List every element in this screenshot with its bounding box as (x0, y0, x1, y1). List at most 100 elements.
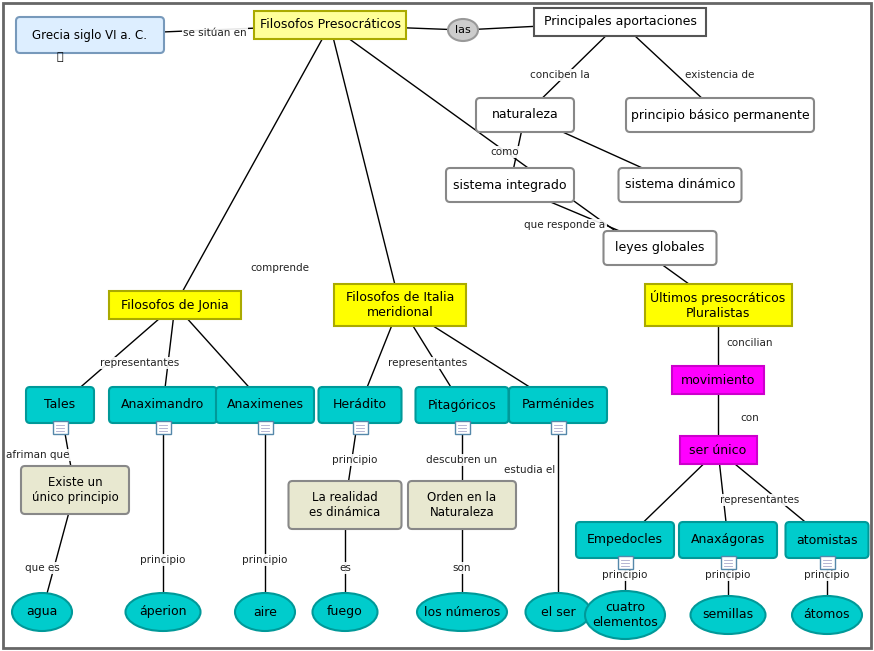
Text: conciben la: conciben la (531, 70, 590, 80)
Ellipse shape (12, 593, 72, 631)
Text: como: como (490, 147, 519, 157)
Text: son: son (453, 563, 471, 573)
Text: cuatro
elementos: cuatro elementos (592, 601, 658, 629)
Text: Existe un
único principio: Existe un único principio (31, 476, 118, 504)
Text: naturaleza: naturaleza (491, 109, 558, 122)
Text: átomos: átomos (804, 609, 850, 622)
FancyBboxPatch shape (618, 555, 633, 568)
Text: semillas: semillas (703, 609, 753, 622)
FancyBboxPatch shape (16, 17, 164, 53)
FancyBboxPatch shape (619, 168, 741, 202)
FancyBboxPatch shape (352, 421, 367, 434)
Text: el ser: el ser (541, 605, 575, 618)
FancyBboxPatch shape (679, 522, 777, 558)
FancyBboxPatch shape (109, 387, 217, 423)
FancyBboxPatch shape (644, 284, 792, 326)
Ellipse shape (235, 593, 295, 631)
Ellipse shape (448, 19, 478, 41)
Text: descubren un: descubren un (427, 455, 497, 465)
Text: atomistas: atomistas (796, 534, 857, 546)
FancyBboxPatch shape (551, 421, 565, 434)
Text: Tales: Tales (45, 398, 75, 411)
Text: concilian: concilian (727, 338, 773, 348)
Ellipse shape (690, 596, 766, 634)
FancyBboxPatch shape (156, 421, 170, 434)
Text: principio: principio (332, 455, 378, 465)
Text: con: con (740, 413, 760, 423)
FancyBboxPatch shape (720, 555, 736, 568)
FancyBboxPatch shape (604, 231, 717, 265)
Text: sistema integrado: sistema integrado (454, 178, 566, 191)
Text: se sitúan en: se sitúan en (184, 28, 246, 38)
Text: Anaxágoras: Anaxágoras (690, 534, 765, 546)
Text: sistema dinámico: sistema dinámico (625, 178, 735, 191)
Text: los números: los números (424, 605, 500, 618)
Text: principio: principio (242, 555, 288, 565)
FancyBboxPatch shape (476, 98, 574, 132)
Ellipse shape (585, 591, 665, 639)
FancyBboxPatch shape (626, 98, 814, 132)
Text: principio básico permanente: principio básico permanente (631, 109, 809, 122)
FancyBboxPatch shape (52, 421, 67, 434)
Ellipse shape (792, 596, 862, 634)
Text: que responde a: que responde a (524, 220, 606, 230)
Text: Filosofos Presocráticos: Filosofos Presocráticos (260, 18, 400, 31)
Text: fuego: fuego (327, 605, 363, 618)
Ellipse shape (126, 593, 200, 631)
Text: principio: principio (705, 570, 751, 580)
Text: estudia el: estudia el (504, 465, 556, 475)
FancyBboxPatch shape (534, 8, 706, 36)
Text: Últimos presocráticos
Pluralistas: Últimos presocráticos Pluralistas (650, 290, 786, 320)
Text: Grecia siglo VI a. C.: Grecia siglo VI a. C. (32, 29, 148, 42)
Text: representantes: representantes (101, 358, 180, 368)
Text: áperion: áperion (139, 605, 187, 618)
FancyBboxPatch shape (672, 366, 764, 394)
Text: principio: principio (602, 570, 648, 580)
Text: Principales aportaciones: Principales aportaciones (544, 16, 697, 29)
FancyBboxPatch shape (408, 481, 516, 529)
FancyBboxPatch shape (454, 421, 469, 434)
Text: que es: que es (24, 563, 59, 573)
Text: comprende: comprende (251, 263, 309, 273)
Text: afriman que: afriman que (6, 450, 70, 460)
FancyBboxPatch shape (679, 436, 757, 464)
Text: Parménides: Parménides (522, 398, 594, 411)
Text: Orden en la
Naturaleza: Orden en la Naturaleza (427, 491, 496, 519)
Ellipse shape (417, 593, 507, 631)
Text: principio: principio (804, 570, 850, 580)
FancyBboxPatch shape (21, 466, 129, 514)
FancyBboxPatch shape (258, 421, 273, 434)
FancyBboxPatch shape (26, 387, 94, 423)
Text: es: es (339, 563, 351, 573)
Text: leyes globales: leyes globales (615, 242, 704, 255)
Text: ser único: ser único (690, 443, 746, 456)
FancyBboxPatch shape (216, 387, 314, 423)
Text: Anaximandro: Anaximandro (121, 398, 205, 411)
FancyBboxPatch shape (576, 522, 674, 558)
FancyBboxPatch shape (509, 387, 607, 423)
FancyBboxPatch shape (318, 387, 401, 423)
Text: existencia de: existencia de (685, 70, 754, 80)
Text: representantes: representantes (720, 495, 800, 505)
Text: movimiento: movimiento (681, 374, 755, 387)
Text: Anaximenes: Anaximenes (226, 398, 303, 411)
FancyBboxPatch shape (446, 168, 574, 202)
Text: 🖼: 🖼 (57, 52, 63, 62)
Text: Pitagóricos: Pitagóricos (427, 398, 496, 411)
FancyBboxPatch shape (786, 522, 869, 558)
Text: La realidad
es dinámica: La realidad es dinámica (309, 491, 380, 519)
Text: principio: principio (141, 555, 185, 565)
Text: las: las (455, 25, 471, 35)
FancyBboxPatch shape (254, 11, 406, 39)
Text: Filosofos de Italia
meridional: Filosofos de Italia meridional (346, 291, 454, 319)
FancyBboxPatch shape (415, 387, 509, 423)
FancyBboxPatch shape (334, 284, 466, 326)
Text: Herádito: Herádito (333, 398, 387, 411)
FancyBboxPatch shape (109, 291, 241, 319)
FancyBboxPatch shape (288, 481, 401, 529)
Text: representantes: representantes (388, 358, 468, 368)
FancyBboxPatch shape (820, 555, 835, 568)
Text: aire: aire (253, 605, 277, 618)
Text: Empedocles: Empedocles (587, 534, 663, 546)
Ellipse shape (525, 593, 591, 631)
